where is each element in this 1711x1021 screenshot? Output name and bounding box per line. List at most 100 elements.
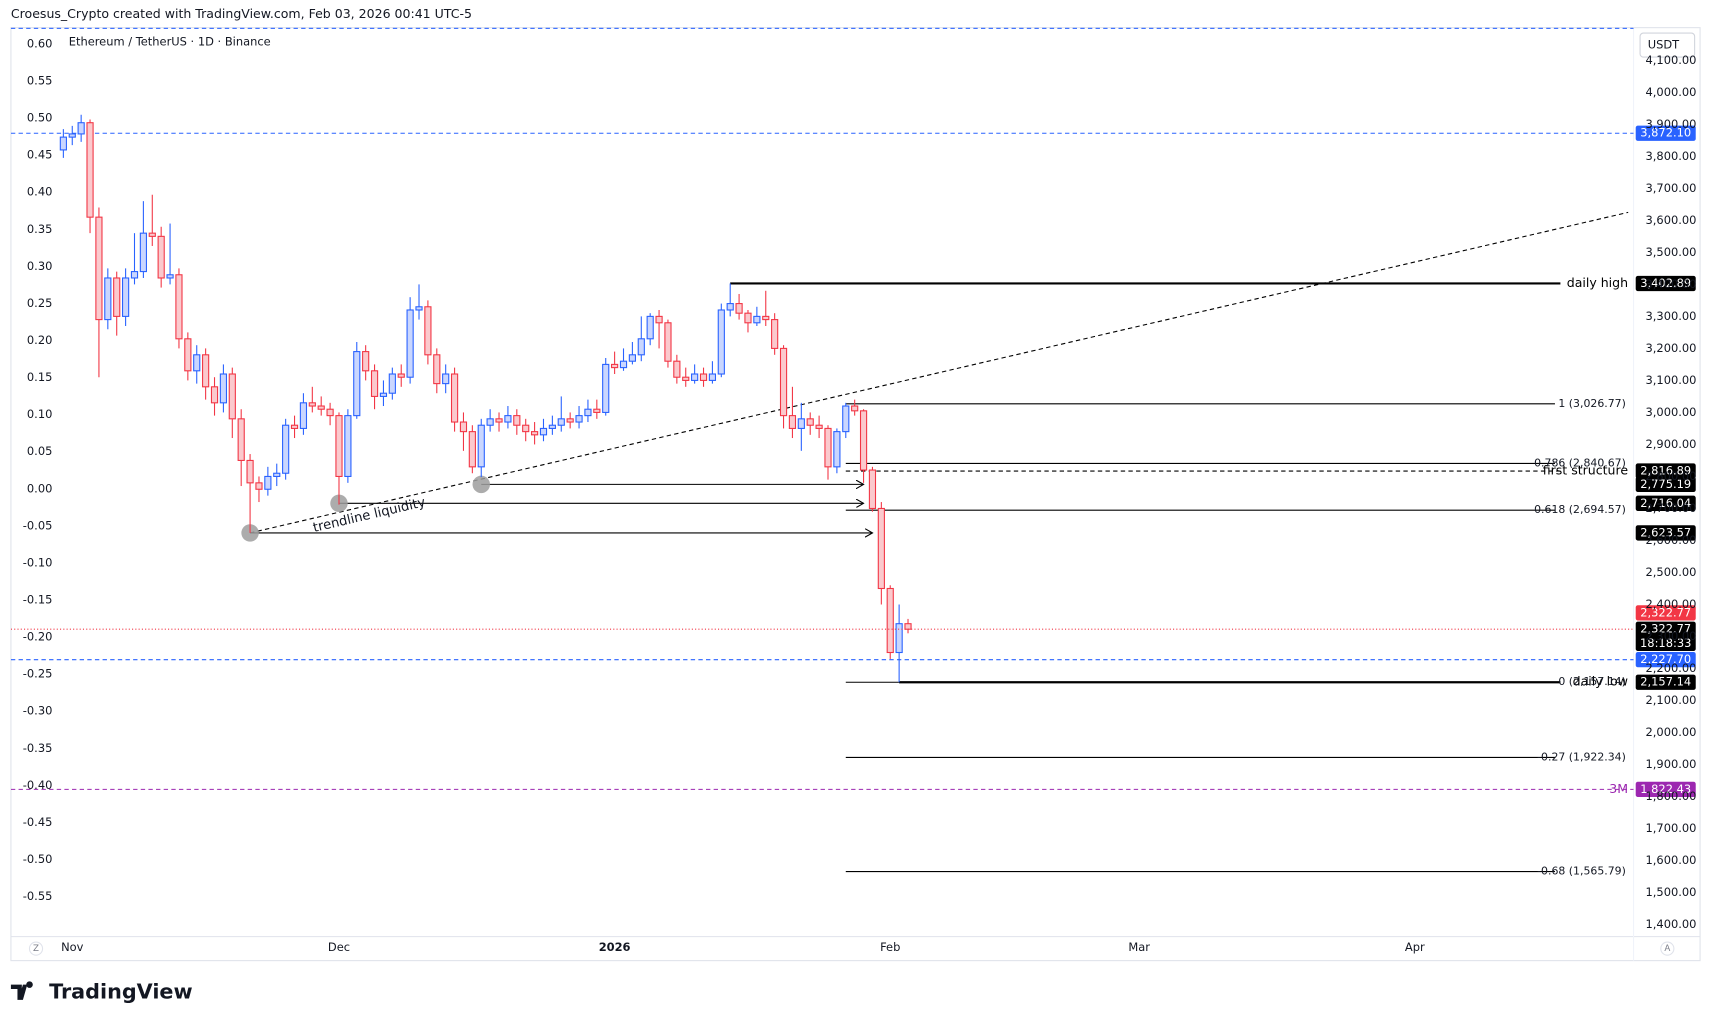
y-tick-label: 2,400.00 (1646, 597, 1697, 611)
y2-tick-label: -0.10 (23, 555, 53, 569)
candle-body (530, 431, 539, 436)
axis-button[interactable] (28, 941, 44, 956)
y2-tick-label: -0.30 (23, 704, 53, 718)
candle-body (486, 418, 494, 426)
candle-body (744, 312, 752, 324)
y-tick-label: 3,800.00 (1646, 149, 1697, 163)
price-label: 2,322.77 (1640, 605, 1691, 619)
candle-body (779, 347, 788, 417)
price-label: 2,322.77 (1640, 622, 1691, 636)
candle-body (726, 303, 734, 311)
candle-body (611, 363, 619, 369)
y-tick-label: 2,100.00 (1646, 693, 1697, 707)
candle-body (113, 277, 121, 317)
y-tick-label: 3,100.00 (1646, 373, 1697, 387)
y-tick-label: 1,700.00 (1646, 821, 1697, 835)
price-label-box (1635, 476, 1696, 493)
candle-body (664, 322, 672, 362)
candle-body (771, 319, 779, 349)
candle-body (157, 235, 165, 279)
y-tick-label: 2,300.00 (1646, 629, 1697, 643)
candle-body (628, 354, 636, 362)
candle-body (122, 277, 130, 317)
candle-body (86, 122, 94, 218)
y2-tick-label: -0.20 (23, 630, 53, 644)
axis-button-label[interactable]: Z (33, 944, 39, 954)
level-text: daily low (1573, 674, 1628, 689)
candle-body (406, 309, 414, 378)
price-label-box (1635, 495, 1696, 511)
currency[interactable]: USDT (1648, 38, 1680, 52)
countdown: 18:18:33 (1640, 636, 1691, 650)
currency-box[interactable] (1639, 32, 1696, 58)
price-label: 1,822.43 (1640, 782, 1691, 796)
candle-body (459, 421, 468, 433)
candle-body (290, 424, 299, 429)
x-tick-label: 2026 (599, 940, 631, 954)
level-text: first structure (1543, 463, 1629, 478)
candle-body (539, 427, 548, 436)
candle-body (175, 274, 183, 340)
y2-tick-label: 0.10 (27, 407, 52, 421)
y-tick-label: 3,600.00 (1646, 213, 1697, 227)
symbol-title: Ethereum / TetherUS · 1D · Binance (69, 34, 271, 48)
candle-body (886, 587, 894, 654)
candle-body (762, 315, 770, 321)
candle-body (824, 427, 832, 468)
candle-body (575, 415, 583, 423)
logo-icon (10, 981, 33, 1000)
candle-body (504, 415, 512, 423)
y2-tick-label: -0.15 (23, 593, 53, 607)
candle-body (95, 216, 103, 321)
plot (10, 27, 1634, 873)
overlay: 3,872.10 daily high 3,402.89 first structur… (312, 125, 1696, 878)
price-label: 2,775.19 (1640, 477, 1691, 491)
price-label-box (1635, 125, 1696, 141)
candle-body (797, 418, 805, 429)
y2-tick-label: 0.05 (27, 444, 52, 458)
candle-body (895, 623, 903, 654)
price-label: 2,623.57 (1640, 525, 1691, 539)
axis-button[interactable] (1660, 941, 1675, 956)
candle-body (655, 315, 663, 324)
candle-body (130, 271, 139, 279)
y-tick-label: 4,100.00 (1646, 53, 1697, 67)
y2-tick-label: -0.50 (23, 852, 53, 866)
candle-body (77, 122, 85, 135)
candle-body (370, 370, 379, 397)
candle-body (379, 392, 388, 397)
y2-tick-label: -0.35 (23, 741, 53, 755)
y-tick-label: 2,000.00 (1646, 725, 1697, 739)
candle-body (326, 408, 334, 417)
price-label-box (1635, 463, 1696, 479)
candle-body (815, 424, 823, 429)
candle-body (753, 315, 761, 324)
candle-body (637, 338, 645, 356)
candle-body (495, 418, 503, 423)
y-tick-label: 1,400.00 (1646, 917, 1697, 931)
y-tick-label: 2,500.00 (1646, 565, 1697, 579)
candle-body (904, 623, 912, 630)
fib-label: 1 (3,026.77) (1558, 397, 1625, 410)
price-label-box (1635, 652, 1696, 668)
price-label: 2,157.14 (1640, 675, 1691, 689)
candle-body (788, 415, 797, 429)
candle-body (842, 405, 850, 433)
price-label-box (1635, 525, 1696, 541)
x-tick-label: Mar (1128, 940, 1150, 954)
candle-body (246, 459, 254, 484)
y2-tick-label: 0.40 (27, 185, 52, 199)
y2-tick-label: 0.25 (27, 296, 52, 310)
y2-tick-label: 0.55 (27, 74, 52, 88)
candle-body (228, 373, 236, 420)
candle-body (859, 410, 868, 471)
price-label: 2,716.04 (1640, 496, 1691, 510)
fib-label: -0.68 (1,565.79) (1537, 865, 1626, 878)
level-text: 3M (1609, 781, 1628, 796)
axis-button-label[interactable]: A (1664, 944, 1670, 954)
y2-tick-label: 0.60 (27, 36, 52, 50)
y2-tick-label: 0.20 (27, 333, 52, 347)
price-label-box (1635, 781, 1696, 798)
y2-tick-label: 0.15 (27, 370, 52, 384)
